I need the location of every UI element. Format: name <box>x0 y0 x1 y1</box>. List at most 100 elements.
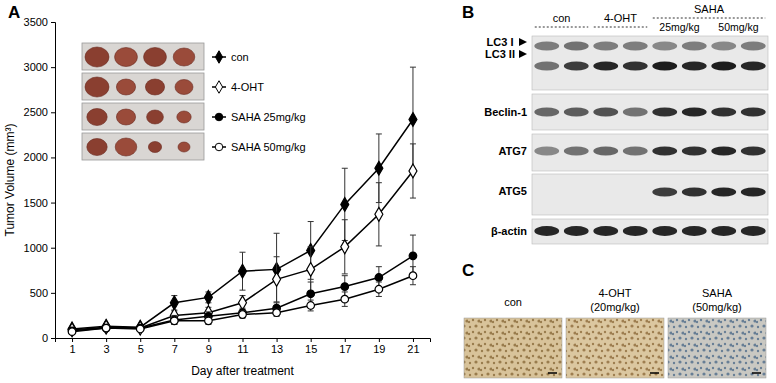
error-cap <box>308 246 314 247</box>
marker <box>341 197 349 211</box>
legend-label: SAHA 25mg/kg <box>231 111 306 123</box>
tumor <box>87 139 107 156</box>
lane-label: 4-OHT <box>604 12 637 24</box>
band <box>711 42 736 51</box>
error-bar <box>171 317 177 324</box>
band <box>652 147 677 156</box>
error-bar <box>205 317 211 324</box>
error-bar <box>308 300 314 311</box>
band <box>623 42 648 51</box>
error-cap <box>376 133 382 134</box>
tick: 1500 <box>24 197 55 209</box>
tick-label: 3500 <box>24 16 48 28</box>
marker <box>68 323 76 337</box>
tick: 21 <box>407 338 419 355</box>
band <box>711 226 736 236</box>
tick-mark <box>140 338 141 342</box>
photo-box <box>82 73 204 100</box>
band <box>682 108 707 117</box>
tick: 3 <box>104 338 110 355</box>
tumor <box>147 110 164 124</box>
tumor <box>144 48 167 67</box>
tumor <box>87 109 107 126</box>
error-cap <box>376 296 382 297</box>
band <box>593 108 618 117</box>
photo-box <box>82 43 204 70</box>
band <box>682 42 707 51</box>
error-cap <box>240 252 246 253</box>
tick-mark <box>174 338 175 342</box>
series <box>68 144 417 337</box>
error-cap <box>410 235 416 236</box>
legend-marker <box>215 113 223 121</box>
marker <box>102 319 110 333</box>
tumor <box>175 80 193 95</box>
marker <box>171 317 179 325</box>
band <box>741 42 766 51</box>
marker <box>136 325 144 333</box>
western-blot: con4-OHTSAHA25mg/kg50mg/kgLC3 ILC3 IIBec… <box>484 3 768 244</box>
band <box>623 108 648 117</box>
marker <box>239 296 247 310</box>
marker <box>341 240 349 254</box>
ihc-label: 4-OHT <box>599 287 632 299</box>
tick: 0 <box>42 332 55 344</box>
tick-mark <box>243 338 244 342</box>
tick-mark <box>277 338 278 342</box>
tick-label: 5 <box>138 343 144 355</box>
legend-label: SAHA 50mg/kg <box>231 141 306 153</box>
band <box>652 62 677 71</box>
axis-line <box>56 339 431 343</box>
scale-bar <box>752 372 761 374</box>
error-bar <box>410 267 416 285</box>
marker <box>136 321 144 335</box>
tick-mark <box>51 293 55 294</box>
marker <box>409 164 417 178</box>
marker <box>341 295 349 303</box>
lane-rule <box>594 27 648 28</box>
error-bar <box>410 144 416 198</box>
band <box>741 108 766 117</box>
tick: 17 <box>339 338 351 355</box>
marker <box>68 328 76 336</box>
series <box>68 267 416 336</box>
series <box>68 67 417 336</box>
band <box>652 188 677 197</box>
blot-strip <box>532 219 768 244</box>
band <box>652 42 677 51</box>
tick-label: 13 <box>271 343 283 355</box>
tick-label: 2500 <box>24 106 48 118</box>
marker <box>409 272 417 280</box>
tick: 7 <box>172 338 178 355</box>
marker <box>409 113 417 127</box>
error-bar <box>376 282 382 296</box>
marker <box>205 317 213 325</box>
marker <box>307 290 315 298</box>
marker <box>239 264 247 278</box>
line <box>72 171 413 330</box>
band <box>564 62 589 71</box>
marker <box>204 290 212 304</box>
error-bar <box>342 292 348 306</box>
marker <box>273 309 281 317</box>
figure: ABC0500100015002000250030003500135791113… <box>0 0 776 383</box>
legend-item: 4-OHT <box>212 81 264 93</box>
error-cap <box>410 284 416 285</box>
band <box>741 188 766 197</box>
error-cap <box>410 67 416 68</box>
error-cap <box>410 266 416 267</box>
tumor <box>177 111 191 123</box>
tick: 500 <box>30 287 55 299</box>
band <box>682 226 707 236</box>
tick: 5 <box>138 338 144 355</box>
band <box>682 188 707 197</box>
marker <box>68 327 76 335</box>
error-cap <box>376 182 382 183</box>
band <box>741 62 766 71</box>
legend-label: con <box>231 51 249 63</box>
error-cap <box>274 301 280 302</box>
marker <box>375 207 383 221</box>
band <box>534 108 559 117</box>
scale-bar <box>548 372 557 374</box>
marker <box>171 316 179 324</box>
